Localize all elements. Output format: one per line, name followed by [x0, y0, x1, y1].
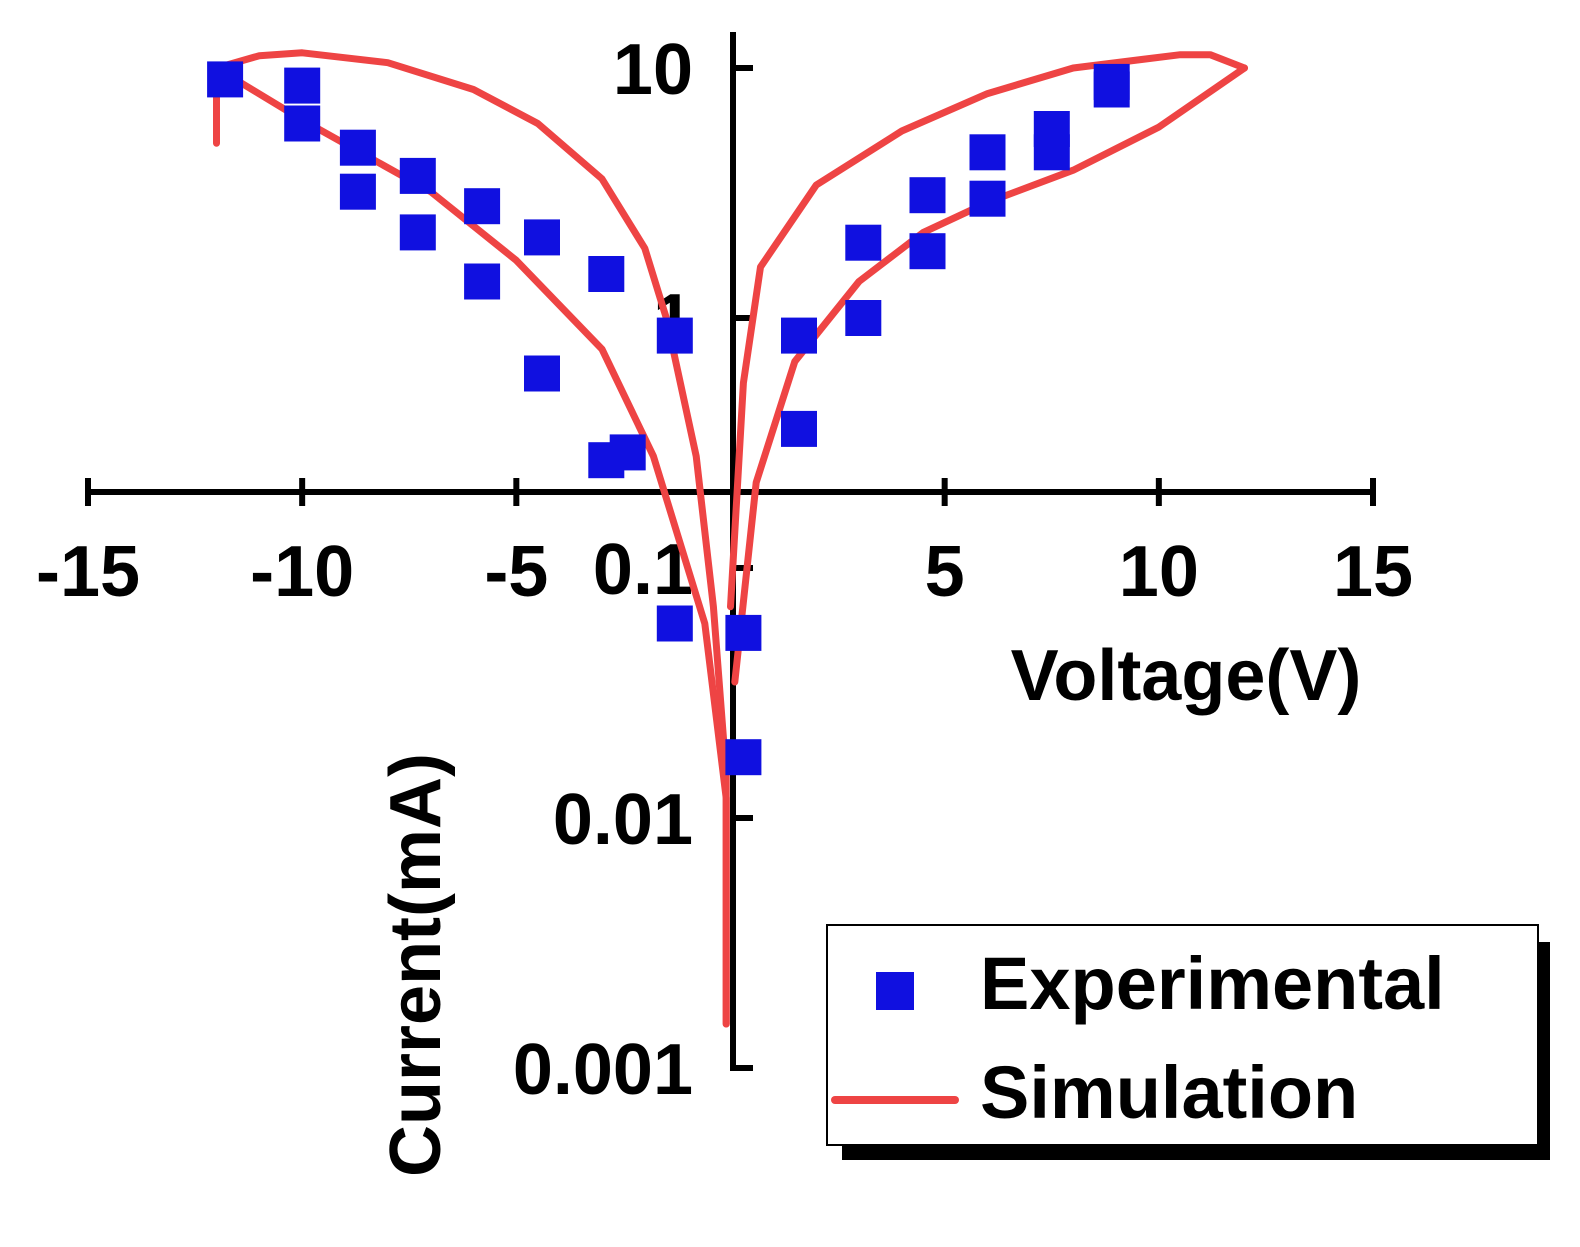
experimental-point [909, 233, 946, 270]
simulation-curve [213, 49, 730, 1028]
plot-area [207, 49, 1248, 1028]
x-tick-label: 10 [1119, 532, 1199, 612]
experimental-series [207, 61, 1130, 776]
x-tick-label: -15 [36, 532, 140, 612]
simulation-curve [727, 51, 1248, 611]
experimental-point [725, 614, 762, 651]
experimental-point [1093, 63, 1130, 100]
experimental-point [845, 300, 882, 336]
experimental-point [781, 317, 817, 354]
experimental-point [284, 105, 321, 142]
experimental-point [969, 134, 1006, 171]
x-tick-label: 5 [925, 532, 965, 612]
x-ticks: -15 -10 -5 5 10 15 [36, 478, 1413, 612]
experimental-point [399, 214, 436, 251]
experimental-point [656, 317, 693, 354]
experimental-point [284, 67, 321, 104]
experimental-point [845, 224, 882, 261]
experimental-point [909, 177, 946, 214]
y-tick-label: 0.01 [553, 780, 693, 860]
legend-simulation-label: Simulation [980, 1051, 1358, 1134]
experimental-point [339, 129, 376, 166]
experimental-point [339, 173, 376, 210]
x-tick-label: 15 [1333, 532, 1413, 612]
experimental-point [1033, 134, 1070, 171]
y-tick-label: 0.001 [513, 1030, 693, 1110]
legend: Experimental Simulation [826, 924, 1550, 1160]
experimental-point [656, 605, 693, 642]
y-tick-label: 10 [613, 30, 693, 110]
legend-experimental-swatch [876, 972, 914, 1010]
experimental-point [399, 157, 436, 194]
y-axis-title: Current(mA) [376, 753, 456, 1177]
experimental-point [464, 263, 501, 300]
experimental-point [207, 61, 244, 98]
x-axis-title: Voltage(V) [1011, 636, 1362, 716]
experimental-point [609, 434, 646, 471]
y-ticks: 1010.10.010.001 [513, 30, 753, 1110]
experimental-point [781, 410, 817, 447]
legend-box [826, 924, 1539, 1146]
experimental-point [969, 180, 1006, 217]
experimental-point [524, 355, 560, 392]
legend-experimental-label: Experimental [980, 942, 1445, 1025]
x-tick-label: -10 [250, 532, 354, 612]
experimental-point [464, 188, 501, 225]
experimental-point [524, 219, 560, 256]
experimental-point [588, 256, 625, 292]
simulation-curve [731, 64, 1248, 686]
experimental-point [725, 739, 762, 776]
y-tick-label: 0.1 [593, 530, 693, 610]
x-tick-label: -5 [484, 532, 548, 612]
